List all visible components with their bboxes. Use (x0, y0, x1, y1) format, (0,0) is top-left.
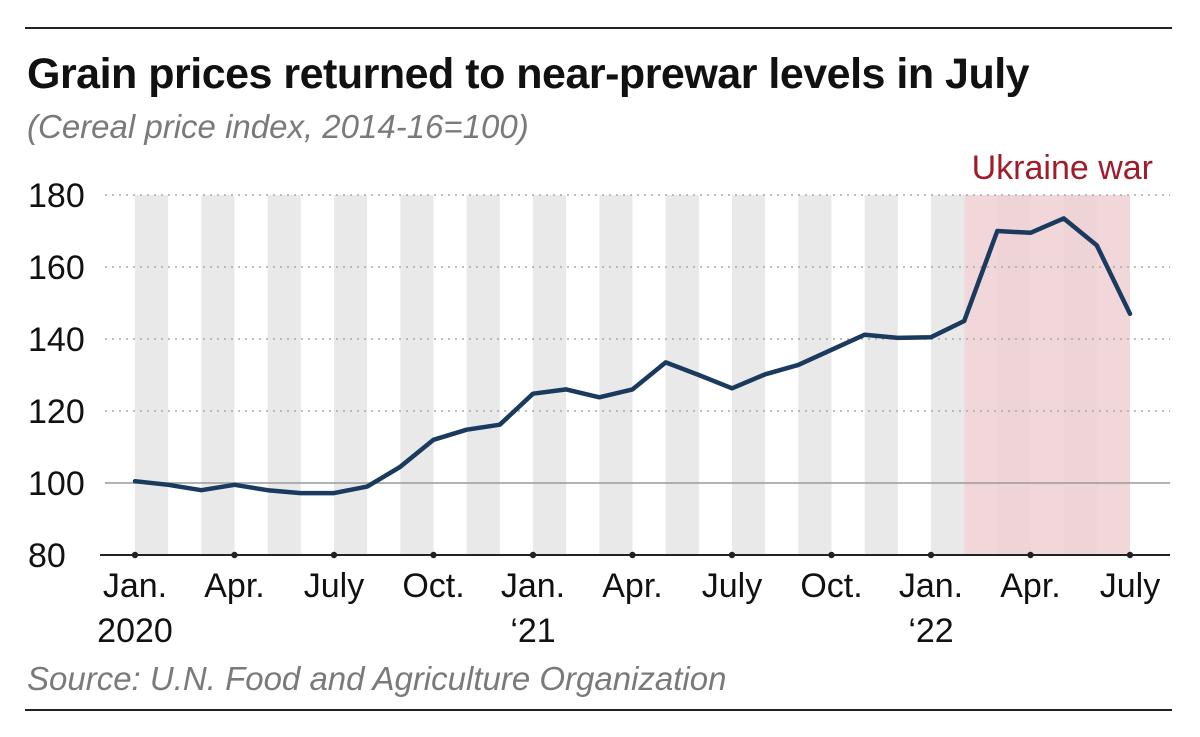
bottom-rule (25, 709, 1172, 711)
x-tick-mark (927, 551, 935, 559)
month-stripe (201, 195, 235, 555)
chart-subtitle: (Cereal price index, 2014-16=100) (27, 108, 529, 145)
month-stripe (135, 195, 169, 555)
y-tick-label: 160 (28, 249, 85, 287)
month-stripe (798, 195, 832, 555)
x-tick-year-label: ‘22 (908, 612, 953, 650)
month-stripes (135, 195, 1097, 555)
war-label-group: Ukraine war (972, 149, 1153, 187)
month-stripe (864, 195, 898, 555)
source-note: Source: U.N. Food and Agriculture Organi… (27, 660, 727, 697)
month-stripe (400, 195, 434, 555)
x-tick-mark (131, 551, 139, 559)
month-stripe (466, 195, 500, 555)
y-tick-label: 180 (28, 177, 85, 215)
y-tick-label: 140 (28, 321, 85, 359)
month-stripe (533, 195, 567, 555)
x-axis-tick-labels: Jan. 2020 Apr. July Oct. Jan. ‘21 Apr. July Oct. J… (97, 567, 1160, 650)
x-tick-label: Apr. (204, 567, 264, 605)
x-tick-label: Apr. (1000, 567, 1060, 605)
x-tick-year-label: 2020 (97, 612, 173, 650)
x-tick-label: Jan. (103, 567, 167, 605)
war-label: Ukraine war (972, 149, 1153, 187)
x-tick-mark (1126, 551, 1134, 559)
x-axis (100, 551, 1170, 559)
x-tick-label: July (1100, 567, 1160, 605)
x-tick-mark (231, 551, 238, 559)
month-stripe (267, 195, 301, 555)
top-rule (25, 27, 1172, 29)
x-tick-label: Jan. (899, 567, 963, 605)
chart-title: Grain prices returned to near-prewar lev… (27, 50, 1030, 98)
x-tick-mark (828, 551, 835, 559)
y-tick-label: 80 (28, 537, 66, 575)
x-tick-mark (1027, 551, 1034, 559)
x-tick-mark (728, 551, 736, 559)
x-tick-label: Apr. (602, 567, 662, 605)
x-tick-label: July (304, 567, 364, 605)
x-tick-mark (430, 551, 437, 559)
x-tick-label: Oct. (800, 567, 862, 605)
y-axis-tick-labels: 80 100 120 140 160 180 (28, 177, 85, 575)
y-tick-label: 100 (28, 465, 85, 503)
x-tick-mark (330, 551, 338, 559)
x-tick-label: Oct. (402, 567, 464, 605)
series-line-group (132, 216, 1133, 496)
y-tick-label: 120 (28, 393, 85, 431)
x-tick-mark (529, 551, 537, 559)
month-stripe (599, 195, 633, 555)
grid-lines (105, 194, 1170, 484)
x-tick-year-label: ‘21 (510, 612, 555, 650)
month-stripe (931, 195, 965, 555)
month-stripe (334, 195, 368, 555)
x-tick-label: Jan. (501, 567, 565, 605)
x-tick-mark (629, 551, 636, 559)
x-tick-label: July (702, 567, 762, 605)
